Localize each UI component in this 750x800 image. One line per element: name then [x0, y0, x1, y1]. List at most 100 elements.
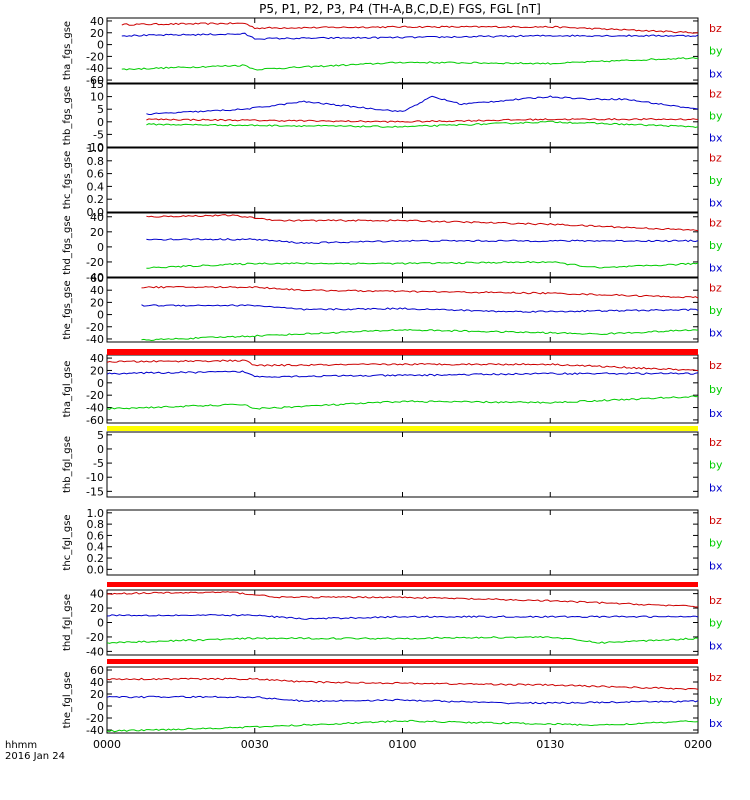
y-tick-label: -20 — [86, 389, 104, 402]
y-tick-label: -40 — [86, 271, 104, 284]
legend-bz: bz — [709, 359, 722, 372]
legend-bz: bz — [709, 22, 722, 35]
series-bx — [106, 370, 699, 378]
y-axis-label: tha_fgs_gse — [62, 21, 73, 80]
y-tick-label: 10 — [90, 91, 104, 104]
x-tick-label: 0130 — [536, 738, 564, 751]
y-axis-label: thb_fgs_gse — [62, 86, 73, 145]
y-tick-label: 0.0 — [87, 206, 105, 219]
series-bx — [146, 238, 699, 245]
y-tick-label: -40 — [86, 333, 104, 346]
panel-thb_fgl_gse: 50-5-10-15 thb_fgl_gse bz by bx — [62, 429, 723, 499]
series-by — [106, 719, 699, 733]
y-tick-label: 5 — [97, 429, 104, 442]
panel-frame — [106, 589, 699, 656]
panel-frame — [106, 431, 699, 498]
y-tick-label: -40 — [86, 724, 104, 737]
legend-by: by — [709, 174, 723, 187]
legend-bz: bz — [709, 514, 722, 527]
y-tick-label: 0 — [97, 617, 104, 630]
y-tick-label: 0.6 — [87, 168, 105, 181]
y-axis-label: thd_fgs_gse — [62, 215, 73, 274]
series-by — [146, 260, 699, 269]
y-tick-label: 0 — [97, 700, 104, 713]
y-tick-label: 20 — [90, 226, 104, 239]
y-tick-label: 0.2 — [87, 193, 105, 206]
legend-by: by — [709, 45, 723, 58]
y-axis-label: the_fgl_gse — [62, 672, 73, 729]
y-tick-label: 0 — [97, 241, 104, 254]
y-tick-label: 0 — [97, 443, 104, 456]
legend-bx: bx — [709, 717, 723, 730]
y-tick-label: 0 — [97, 377, 104, 390]
y-tick-label: 60 — [90, 664, 104, 677]
legend-by: by — [709, 537, 723, 550]
series-by — [121, 57, 699, 71]
series-bz — [146, 214, 699, 232]
panel-frame — [106, 83, 699, 148]
y-tick-label: 15 — [90, 78, 104, 91]
y-tick-label: 0 — [97, 39, 104, 52]
y-tick-label: -20 — [86, 50, 104, 63]
x-tick-label: 0100 — [389, 738, 417, 751]
legend-bz: bz — [709, 594, 722, 607]
legend-bx: bx — [709, 196, 723, 209]
x-tick-label: 0000 — [93, 738, 121, 751]
series-bx — [141, 304, 699, 313]
y-tick-label: 5 — [97, 103, 104, 116]
y-tick-label: 40 — [90, 15, 104, 28]
panel-frame — [106, 147, 699, 213]
y-tick-label: 0.8 — [87, 518, 105, 531]
y-tick-label: 1.0 — [87, 507, 105, 520]
y-tick-label: -10 — [86, 471, 104, 484]
y-tick-label: 0.4 — [87, 541, 105, 554]
x-axis-unit-label: hhmm — [5, 740, 37, 751]
legend-bz: bz — [709, 152, 722, 165]
legend-bz: bz — [709, 671, 722, 684]
y-tick-label: 20 — [90, 364, 104, 377]
y-tick-label: 0.4 — [87, 180, 105, 193]
series-bz — [106, 677, 699, 691]
y-tick-label: -20 — [86, 256, 104, 269]
y-tick-label: 60 — [90, 272, 104, 285]
y-tick-label: 0.0 — [87, 563, 105, 576]
series-bz — [106, 591, 699, 608]
y-axis-label: thc_fgl_gse — [62, 514, 73, 570]
legend-by: by — [709, 304, 723, 317]
y-tick-label: 0 — [97, 309, 104, 322]
series-by — [141, 328, 699, 342]
legend-bx: bx — [709, 261, 723, 274]
legend-bx: bx — [709, 407, 723, 420]
date-label: 2016 Jan 24 — [5, 751, 65, 762]
y-tick-label: -5 — [93, 128, 104, 141]
y-tick-label: -40 — [86, 402, 104, 415]
panel-thc_fgl_gse: 1.00.80.60.40.20.0 thc_fgl_gse bz by bx — [62, 507, 723, 577]
y-tick-label: 0.2 — [87, 552, 105, 565]
series-bz — [121, 22, 699, 34]
legend-bz: bz — [709, 436, 722, 449]
legend-by: by — [709, 383, 723, 396]
y-axis-label: the_fgs_gse — [62, 280, 73, 339]
y-tick-label: -60 — [86, 414, 104, 427]
legend-bx: bx — [709, 326, 723, 339]
series-bz — [106, 359, 699, 372]
y-tick-label: -20 — [86, 321, 104, 334]
y-tick-label: 40 — [90, 211, 104, 224]
legend-bx: bx — [709, 481, 723, 494]
x-axis: 0000 0030 0100 0130 0200 — [93, 738, 712, 751]
y-axis-label: thd_fgl_gse — [62, 594, 73, 651]
legend-by: by — [709, 110, 723, 123]
series-bz — [146, 117, 699, 123]
y-tick-label: -15 — [86, 485, 104, 498]
x-tick-label: 0030 — [241, 738, 269, 751]
status-bar-red — [107, 582, 698, 587]
panel-thc_fgs_gse: 1.00.80.60.40.20.0 thc_fgs_gse bz by bx — [62, 142, 723, 219]
legend-bx: bx — [709, 67, 723, 80]
y-tick-label: -10 — [86, 141, 104, 154]
